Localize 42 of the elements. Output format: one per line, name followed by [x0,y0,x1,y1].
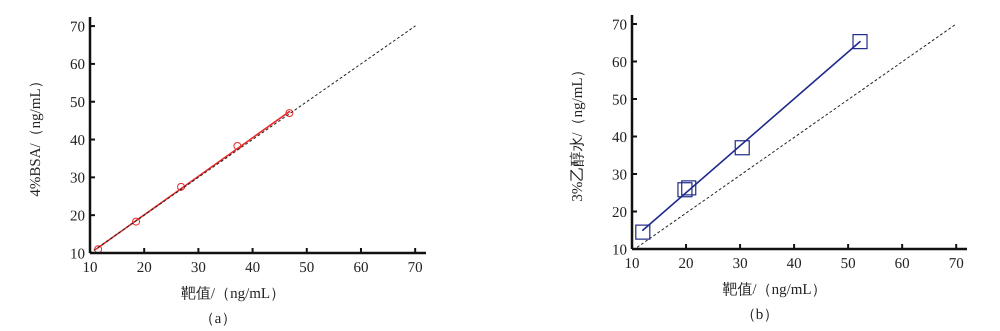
x-tick-label: 20 [678,256,694,272]
y-tick-label: 10 [612,242,627,258]
point [132,218,140,226]
point [285,109,294,118]
point [635,224,650,240]
y-tick-label: 20 [70,208,85,224]
x-tick-label: 30 [190,260,206,276]
y-tick-label: 40 [612,130,627,146]
y-tick-label: 60 [612,54,627,71]
point [681,180,696,196]
y-tick-label: 70 [612,17,627,34]
y-tick-label: 20 [612,204,627,221]
y-tick-label: 70 [70,19,85,36]
y-tick-label: 30 [70,170,85,187]
text: （a） [200,311,236,327]
point [177,182,186,191]
text: （b） [740,307,778,323]
point [233,142,242,150]
x-tick-label: 40 [786,256,802,272]
y-axis-title: 4%BSA/（ng/mL） [28,73,44,197]
y-tick-label: 60 [70,57,85,74]
x-tick-label: 40 [245,260,260,276]
x-tick-label: 60 [894,256,910,272]
point [677,182,693,198]
y-tick-label: 30 [612,167,627,184]
x-tick-label: 50 [840,256,856,272]
x-tick-label: 10 [624,256,640,272]
y-tick-label: 50 [70,94,85,111]
x-tick-label: 70 [948,256,964,272]
x-axis-title: 靶值/（ng/mL） [180,285,286,302]
y-axis-title: 3%乙醇水/（ng/mL） [569,62,586,202]
point [734,140,750,156]
y-tick-label: 40 [70,132,85,149]
x-tick-label: 50 [299,260,314,276]
point [852,34,868,50]
x-tick-label: 20 [136,260,152,276]
x-tick-label: 60 [353,260,368,276]
x-tick-label: 10 [82,260,98,276]
x-tick-label: 70 [408,260,423,276]
y-tick-label: 50 [612,92,627,108]
x-axis-title: 靶值/（ng/mL） [722,281,827,298]
x-tick-label: 30 [732,256,748,272]
